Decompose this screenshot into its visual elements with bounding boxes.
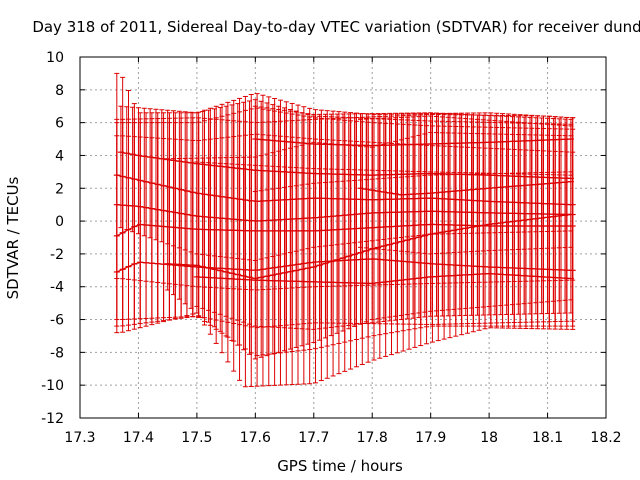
series-line (167, 213, 571, 280)
y-tick-label: -10 (41, 378, 64, 394)
chart-title: Day 318 of 2011, Sidereal Day-to-day VTE… (32, 18, 640, 36)
y-tick-label: 10 (46, 50, 64, 66)
data-series (113, 72, 576, 388)
series-sat-9 (357, 115, 574, 255)
y-tick-label: -6 (50, 313, 64, 329)
y-axis-label: SDTVAR / TECUs (4, 176, 22, 299)
x-tick-label: 17.8 (357, 430, 388, 446)
x-tick-label: 18.2 (590, 430, 621, 446)
series-line (120, 151, 571, 179)
x-tick-label: 18 (480, 430, 498, 446)
x-tick-label: 17.5 (181, 430, 212, 446)
y-tick-label: 0 (55, 214, 64, 230)
y-tick-label: -4 (50, 280, 64, 296)
series-line (116, 258, 573, 273)
y-tick-label: 8 (55, 83, 64, 99)
x-tick-label: 17.4 (123, 430, 154, 446)
y-tick-label: -12 (41, 411, 64, 427)
plot-border (79, 56, 607, 419)
y-tick-label: 4 (55, 148, 64, 164)
x-tick-label: 18.1 (532, 430, 563, 446)
x-tick-label: 17.6 (240, 430, 271, 446)
x-tick-label: 17.9 (415, 430, 446, 446)
x-tick-label: 17.7 (298, 430, 329, 446)
series-line (196, 272, 571, 285)
y-tick-label: -8 (50, 345, 64, 361)
axis-ticks: 17.3 17.4 17.5 17.6 17.7 17.8 17.9 18 18.1 18.2 -1… (41, 50, 621, 446)
x-axis-label: GPS time / hours (277, 457, 403, 475)
y-tick-label: 2 (55, 181, 64, 197)
series-line (360, 181, 571, 196)
y-tick-label: 6 (55, 116, 64, 132)
x-tick-label: 17.3 (64, 430, 95, 446)
y-tick-label: -2 (50, 247, 64, 263)
